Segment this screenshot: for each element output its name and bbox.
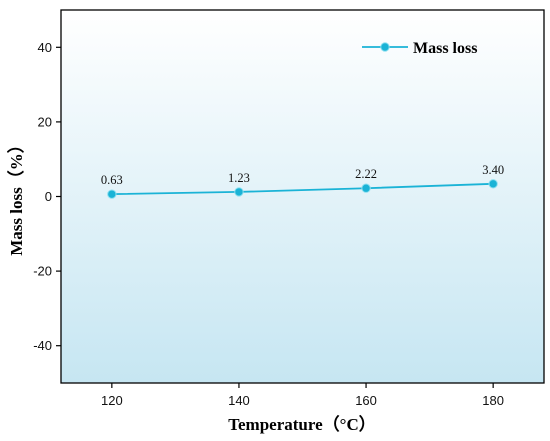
data-label: 0.63 — [101, 173, 123, 187]
data-point — [361, 183, 371, 193]
legend: Mass loss — [362, 40, 477, 57]
data-point — [234, 187, 244, 197]
data-labels: 0.63 1.23 2.22 3.40 — [101, 163, 504, 187]
x-tick-label: 160 — [355, 393, 377, 408]
series-line — [111, 182, 494, 196]
x-tick-label: 120 — [101, 393, 123, 408]
legend-label: Mass loss — [413, 40, 477, 57]
y-tick-label: 40 — [38, 40, 52, 55]
legend-marker — [380, 42, 390, 52]
data-point — [488, 179, 498, 189]
y-tick-label: 20 — [38, 114, 52, 129]
y-tick-label: -40 — [33, 338, 52, 353]
y-tick-label: -20 — [33, 264, 52, 279]
data-label: 3.40 — [482, 163, 504, 177]
data-point — [107, 189, 117, 199]
axes: -40 -20 0 20 40 120 140 160 180 — [33, 9, 545, 408]
x-tick-label: 140 — [228, 393, 250, 408]
y-axis-title: Mass loss（%） — [6, 136, 26, 255]
plot-background — [61, 10, 544, 383]
data-label: 2.22 — [355, 167, 377, 181]
y-tick-label: 0 — [45, 189, 52, 204]
x-axis-title: Temperature（°C） — [228, 414, 376, 434]
x-tick-label: 180 — [482, 393, 504, 408]
series-layer — [107, 179, 498, 199]
data-label: 1.23 — [228, 171, 250, 185]
